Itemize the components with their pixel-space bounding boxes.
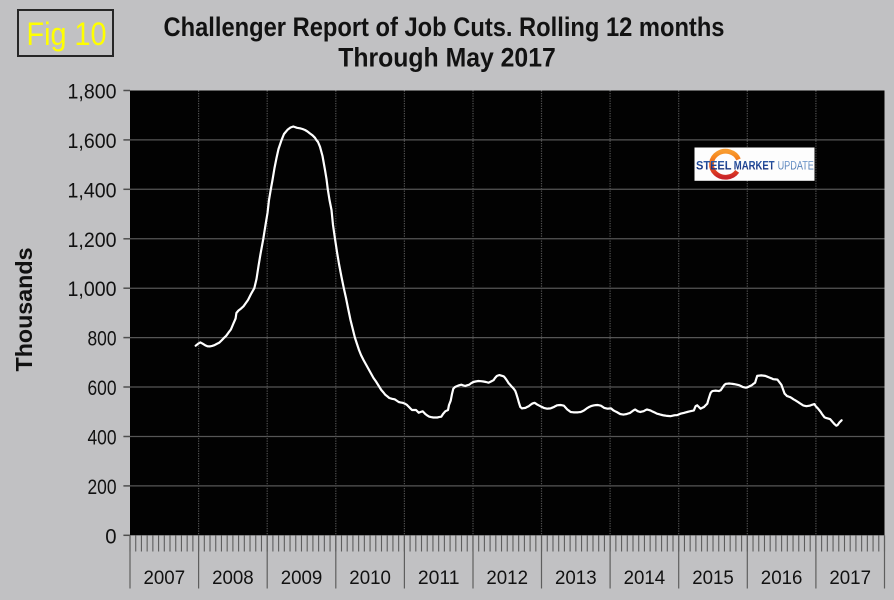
svg-text:2014: 2014 bbox=[624, 567, 666, 589]
svg-text:200: 200 bbox=[88, 476, 117, 499]
svg-text:800: 800 bbox=[88, 328, 117, 351]
svg-text:MARKET: MARKET bbox=[734, 159, 775, 173]
svg-text:2008: 2008 bbox=[212, 567, 254, 589]
svg-text:2015: 2015 bbox=[692, 567, 734, 589]
svg-text:1,800: 1,800 bbox=[68, 81, 117, 104]
svg-text:Challenger Report of Job Cuts.: Challenger Report of Job Cuts. Rolling 1… bbox=[164, 12, 725, 42]
svg-text:0: 0 bbox=[105, 525, 116, 548]
svg-text:UPDATE: UPDATE bbox=[778, 159, 814, 173]
svg-text:400: 400 bbox=[88, 427, 117, 450]
svg-text:1,200: 1,200 bbox=[68, 229, 117, 252]
svg-text:2012: 2012 bbox=[486, 567, 528, 589]
svg-text:2016: 2016 bbox=[761, 567, 803, 589]
svg-text:2013: 2013 bbox=[555, 567, 597, 589]
svg-text:2011: 2011 bbox=[418, 567, 460, 589]
svg-text:1,000: 1,000 bbox=[68, 278, 117, 301]
svg-text:2009: 2009 bbox=[281, 567, 323, 589]
svg-text:Thousands: Thousands bbox=[11, 248, 37, 372]
svg-text:2010: 2010 bbox=[349, 567, 391, 589]
svg-text:Fig 10: Fig 10 bbox=[27, 16, 107, 52]
svg-text:STEEL: STEEL bbox=[696, 159, 732, 173]
svg-text:600: 600 bbox=[88, 377, 117, 400]
svg-text:1,400: 1,400 bbox=[68, 179, 117, 202]
svg-text:2017: 2017 bbox=[829, 567, 871, 589]
svg-text:2007: 2007 bbox=[144, 567, 186, 589]
svg-text:Through May 2017: Through May 2017 bbox=[338, 43, 556, 73]
svg-text:1,600: 1,600 bbox=[68, 130, 117, 153]
